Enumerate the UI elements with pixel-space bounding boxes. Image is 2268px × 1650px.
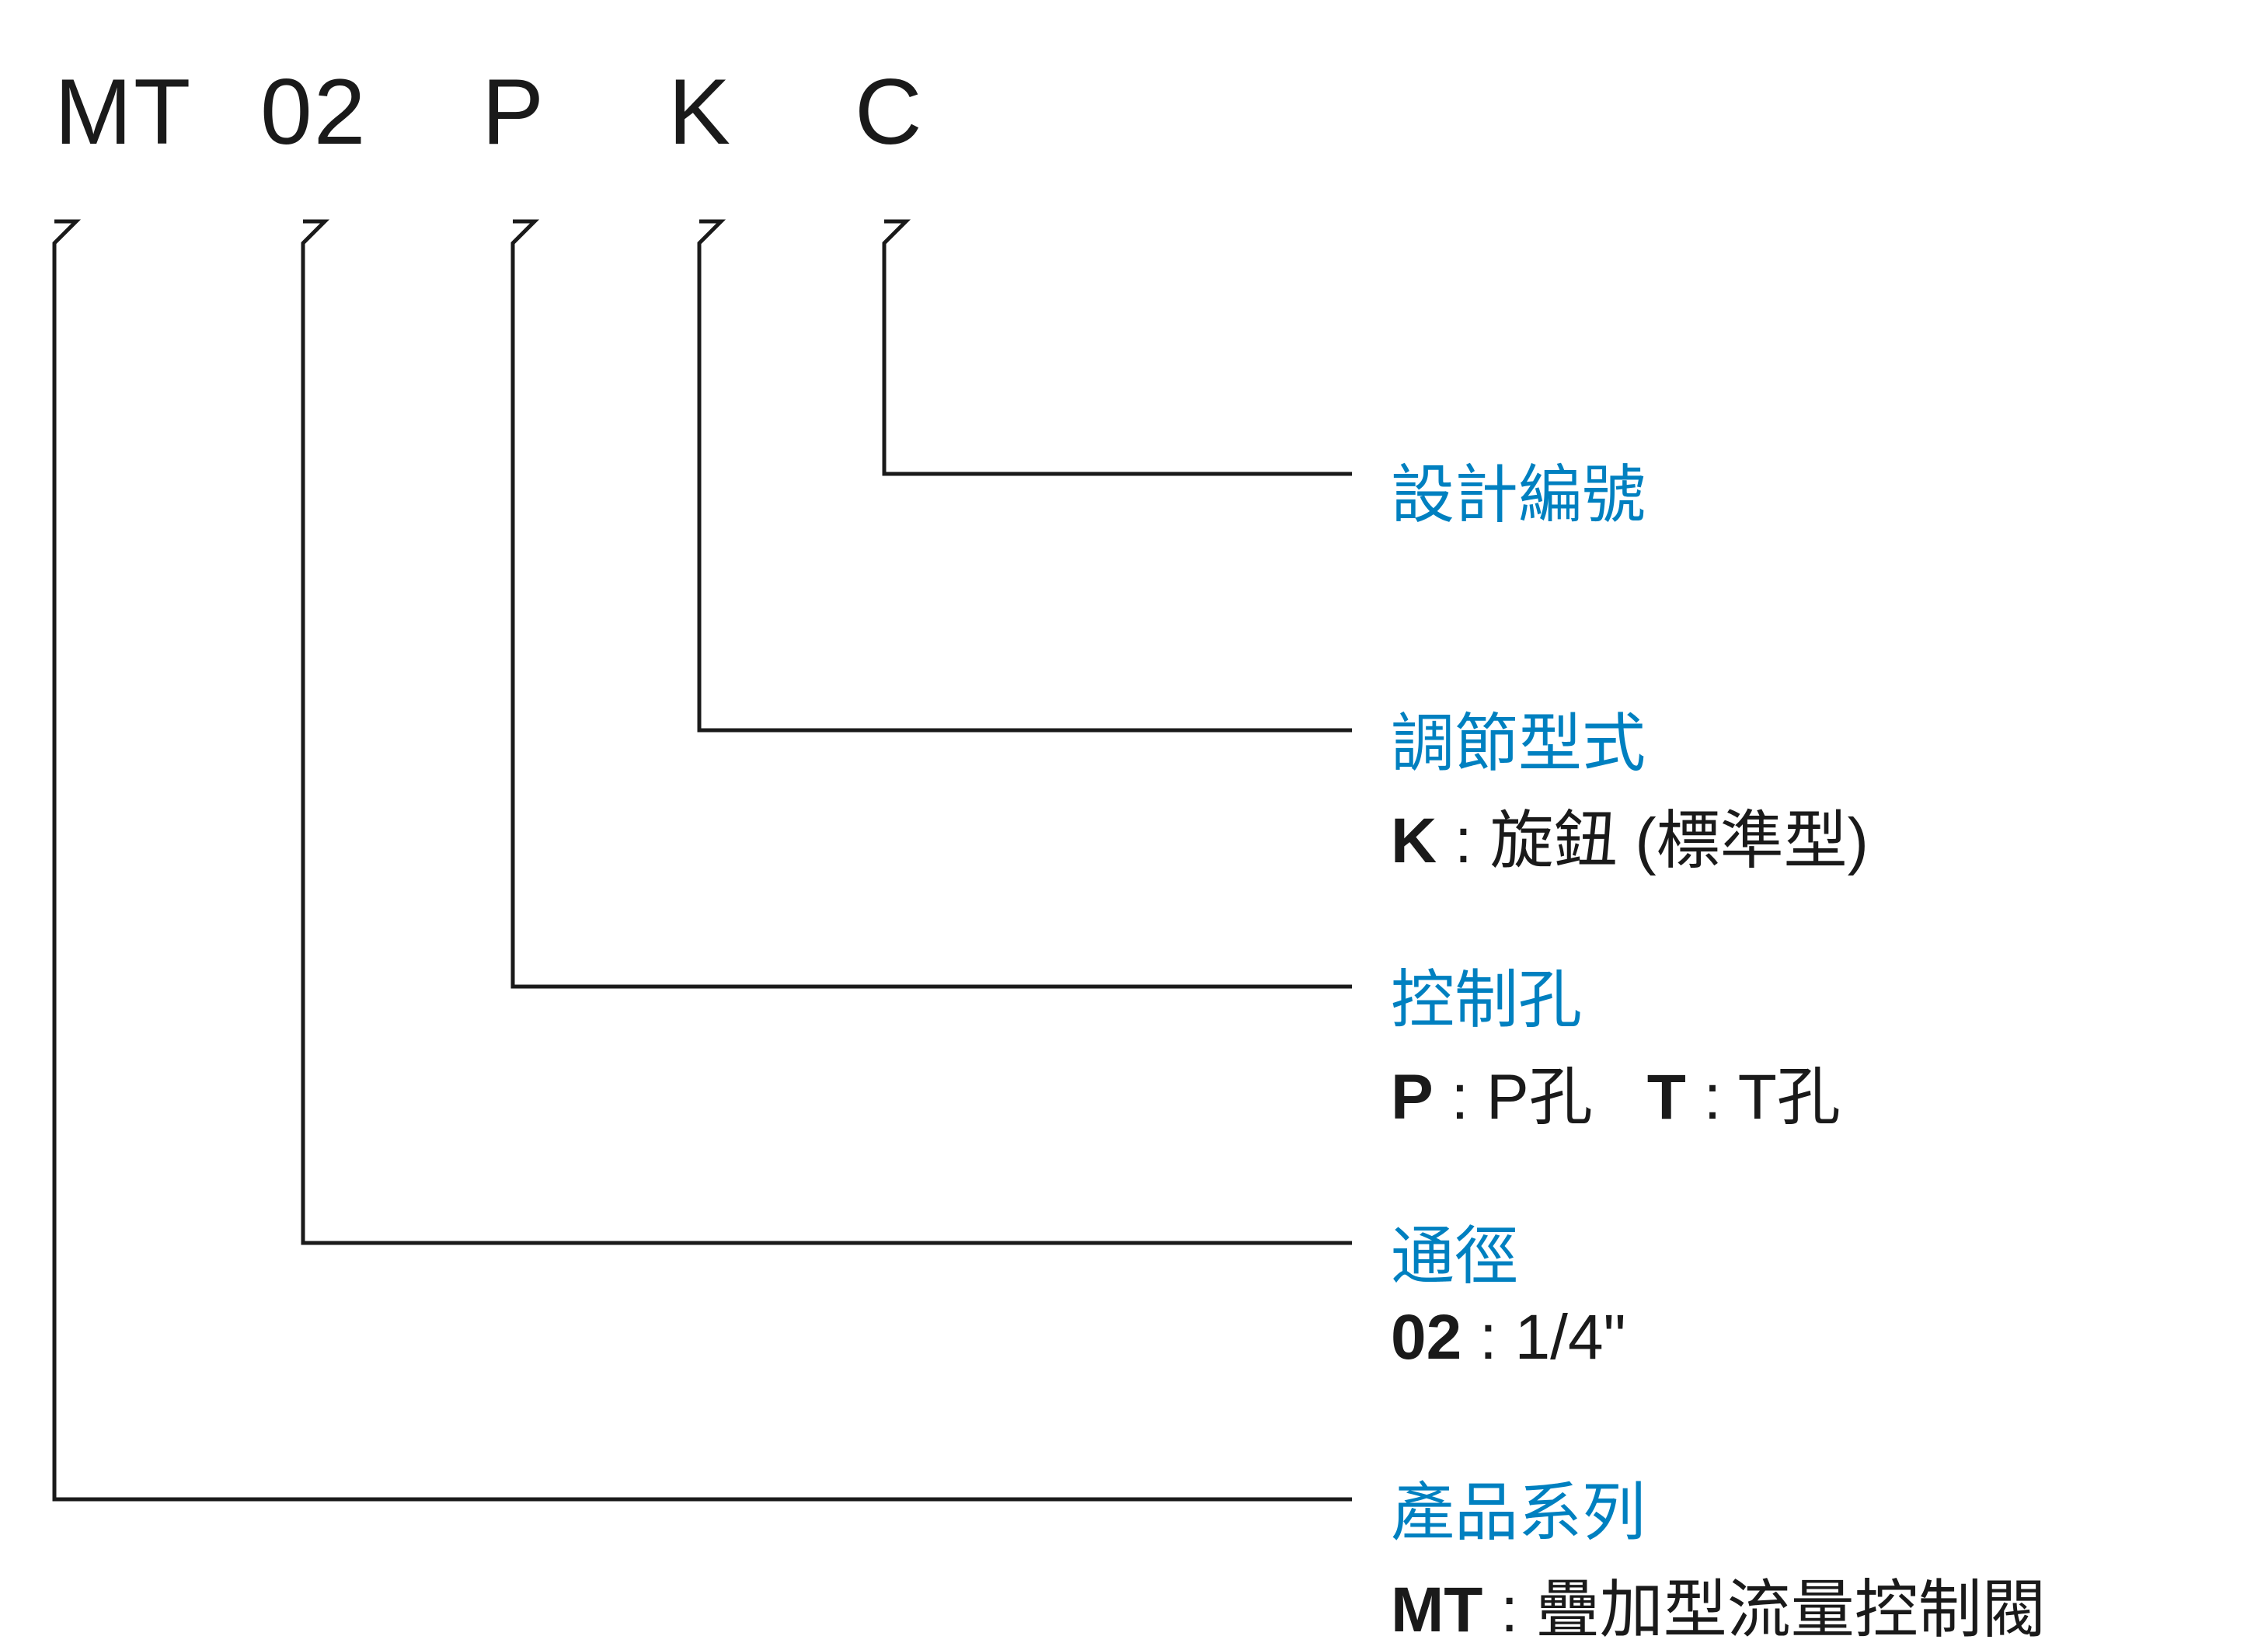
section-2-text-1: : 1/4" xyxy=(1461,1302,1625,1373)
section-1-bold-1: MT xyxy=(1391,1575,1482,1645)
code-seg-1: MT xyxy=(54,58,192,165)
section-3-text-2: : T孔 xyxy=(1686,1062,1841,1133)
section-1-detail: MT : 疊加型流量控制閥 xyxy=(1391,1558,2046,1650)
section-1-text-1: : 疊加型流量控制閥 xyxy=(1482,1575,2045,1645)
code-seg-4: K xyxy=(668,58,732,165)
section-5-title: 設計編號 xyxy=(1391,443,1646,535)
section-3-bold-1: P xyxy=(1391,1062,1434,1133)
section-3-detail: P : P孔 T : T孔 xyxy=(1391,1045,1841,1137)
section-2-title: 通徑 xyxy=(1391,1204,1518,1297)
section-2-bold-1: 02 xyxy=(1391,1302,1461,1373)
section-3-text-1: : P孔 xyxy=(1434,1062,1593,1133)
section-4-detail: K : 旋鈕 (標準型) xyxy=(1391,788,1869,881)
section-3-bold-2: T xyxy=(1647,1062,1686,1133)
code-seg-3: P xyxy=(482,58,545,165)
section-4-title: 調節型式 xyxy=(1391,691,1646,784)
section-4-text-1: : 旋鈕 (標準型) xyxy=(1437,806,1869,876)
code-seg-2: 02 xyxy=(260,58,367,165)
section-2-detail: 02 : 1/4" xyxy=(1391,1301,1626,1374)
section-4-bold-1: K xyxy=(1391,806,1437,876)
leader-lines xyxy=(0,0,2268,1610)
section-1-title: 產品系列 xyxy=(1391,1460,1646,1553)
code-seg-5: C xyxy=(855,58,924,165)
section-3-title: 控制孔 xyxy=(1391,948,1582,1040)
